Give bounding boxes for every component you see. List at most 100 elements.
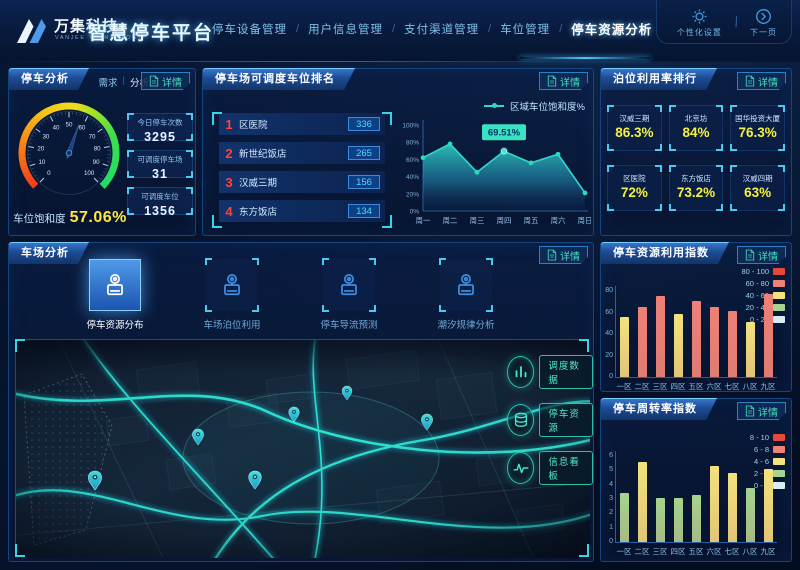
bar-二区[interactable] bbox=[637, 307, 647, 377]
svg-text:周六: 周六 bbox=[551, 215, 566, 225]
sub-tab-2[interactable]: 分析 bbox=[129, 78, 149, 89]
map-button-2[interactable]: 停车资源 bbox=[507, 403, 593, 437]
rank-number: 2 bbox=[225, 145, 233, 161]
rank-value: 265 bbox=[348, 146, 380, 160]
corner-bracket bbox=[369, 305, 376, 312]
bar-三区[interactable] bbox=[655, 497, 665, 542]
corner-bracket bbox=[668, 105, 676, 112]
svg-text:20%: 20% bbox=[406, 191, 419, 198]
bar-二区[interactable] bbox=[637, 461, 647, 542]
rank-value: 336 bbox=[348, 117, 380, 131]
bar-一区[interactable] bbox=[619, 316, 629, 377]
dispatch-data-icon bbox=[515, 366, 527, 378]
stat-value: 31 bbox=[152, 167, 168, 181]
lot-tab-1[interactable]: 停车资源分布 bbox=[86, 259, 144, 331]
personalize-button[interactable]: 个性化设置 bbox=[677, 8, 722, 38]
detail-label: 详情 bbox=[162, 77, 182, 89]
parking-analysis-panel: 停车分析 需求 | 分析 详情 0 10 20 30 40 50 60 70 80 90 100 车位饱… bbox=[8, 68, 196, 236]
stat-label: 今日停车次数 bbox=[137, 118, 183, 127]
nav-item-5[interactable]: 停车资源分析 bbox=[571, 23, 653, 37]
map-button-3[interactable]: 信息看板 bbox=[507, 451, 593, 485]
rank-number: 1 bbox=[225, 116, 233, 132]
rank-row-1[interactable]: 1 区医院 336 bbox=[219, 113, 385, 135]
detail-button[interactable]: 详情 bbox=[539, 72, 588, 90]
svg-text:20: 20 bbox=[37, 146, 44, 153]
city-map[interactable] bbox=[6, 332, 602, 566]
corner-bracket bbox=[186, 208, 193, 215]
legend-row: 8 - 10 bbox=[750, 433, 785, 442]
bar-九区[interactable] bbox=[763, 294, 773, 377]
lot-tab-icon-box bbox=[439, 258, 493, 312]
nav-item-4[interactable]: 车位管理 bbox=[500, 23, 551, 36]
corner-bracket bbox=[654, 105, 662, 112]
corner-bracket bbox=[730, 144, 738, 151]
bar-七区[interactable] bbox=[727, 311, 737, 377]
map-button-icon-circle bbox=[507, 356, 535, 388]
document-icon bbox=[547, 75, 557, 87]
berth-card-name: 国华投资大厦 bbox=[735, 114, 781, 123]
berth-card-1[interactable]: 汉威三期 86.3% bbox=[607, 105, 662, 151]
bar-三区[interactable] bbox=[655, 296, 665, 377]
lot-tab-2[interactable]: 车场泊位利用 bbox=[203, 258, 261, 331]
detail-button[interactable]: 详情 bbox=[737, 246, 786, 264]
lot-tab-label: 停车资源分布 bbox=[86, 320, 144, 331]
bar-四区[interactable] bbox=[673, 497, 683, 542]
berth-card-4[interactable]: 区医院 72% bbox=[607, 165, 662, 211]
document-icon bbox=[745, 405, 755, 417]
lot-tab-3[interactable]: 停车导流预测 bbox=[320, 258, 378, 331]
bar-一区[interactable] bbox=[619, 493, 629, 542]
detail-button[interactable]: 详情 bbox=[141, 72, 190, 90]
bar-四区[interactable] bbox=[673, 313, 683, 377]
berth-card-5[interactable]: 东方饭店 73.2% bbox=[668, 165, 724, 211]
document-icon bbox=[547, 249, 557, 261]
x-tick-label: 七区 bbox=[724, 547, 740, 556]
detail-button[interactable]: 详情 bbox=[539, 246, 588, 264]
panel-title: 停车周转率指数 bbox=[601, 398, 717, 420]
detail-button[interactable]: 详情 bbox=[737, 402, 786, 420]
berth-card-value: 73.2% bbox=[676, 185, 716, 200]
detail-button[interactable]: 详情 bbox=[737, 72, 786, 90]
bar-七区[interactable] bbox=[727, 473, 737, 542]
corner-bracket bbox=[607, 204, 614, 211]
corner-bracket bbox=[730, 165, 738, 172]
bar-八区[interactable] bbox=[745, 322, 755, 377]
x-tick-label: 九区 bbox=[760, 547, 776, 556]
panel-title: 泊位利用率排行 bbox=[601, 68, 717, 90]
legend-label: 0 - 2 bbox=[753, 481, 769, 490]
lot-tab-4[interactable]: 潮汐规律分析 bbox=[437, 258, 495, 331]
corner-bracket bbox=[607, 165, 614, 172]
y-axis bbox=[615, 286, 616, 377]
legend-swatch bbox=[773, 304, 785, 311]
lot-tab-icon-box bbox=[205, 258, 259, 312]
corner-bracket bbox=[205, 305, 212, 312]
berth-card-6[interactable]: 汉威四期 63% bbox=[730, 165, 785, 211]
sub-tab-1[interactable]: 需求 bbox=[98, 78, 118, 89]
nav-item-2[interactable]: 用户信息管理 bbox=[308, 23, 384, 36]
berth-card-2[interactable]: 北京坊 84% bbox=[668, 105, 724, 151]
demand-analysis-tabs: 需求 | 分析 bbox=[99, 75, 150, 89]
rank-number: 3 bbox=[225, 174, 233, 190]
bar-八区[interactable] bbox=[745, 487, 755, 542]
nav-item-1[interactable]: 停车设备管理 bbox=[212, 23, 287, 36]
next-page-button[interactable]: 下一页 bbox=[750, 8, 777, 38]
rank-name: 新世纪饭店 bbox=[239, 149, 287, 160]
bar-六区[interactable] bbox=[709, 466, 719, 542]
bar-九区[interactable] bbox=[763, 468, 773, 542]
bar-五区[interactable] bbox=[691, 300, 701, 377]
rank-row-2[interactable]: 2 新世纪饭店 265 bbox=[219, 142, 385, 164]
svg-text:0%: 0% bbox=[410, 209, 420, 216]
legend-label: 20 - 40 bbox=[745, 303, 769, 312]
x-tick-label: 二区 bbox=[634, 547, 650, 556]
corner-bracket bbox=[730, 204, 738, 211]
bar-五区[interactable] bbox=[691, 494, 701, 542]
corner-bracket bbox=[778, 204, 785, 211]
berth-card-3[interactable]: 国华投资大厦 76.3% bbox=[730, 105, 785, 151]
map-button-1[interactable]: 调度数据 bbox=[507, 355, 593, 389]
berth-card-value: 72% bbox=[620, 185, 648, 200]
nav-item-3[interactable]: 支付渠道管理 bbox=[404, 23, 480, 36]
panel-title: 停车资源利用指数 bbox=[601, 242, 729, 264]
detail-label: 详情 bbox=[758, 77, 778, 89]
rank-row-3[interactable]: 3 汉威三期 156 bbox=[219, 171, 385, 193]
bar-六区[interactable] bbox=[709, 307, 719, 377]
rank-row-4[interactable]: 4 东方饭店 134 bbox=[219, 200, 385, 222]
